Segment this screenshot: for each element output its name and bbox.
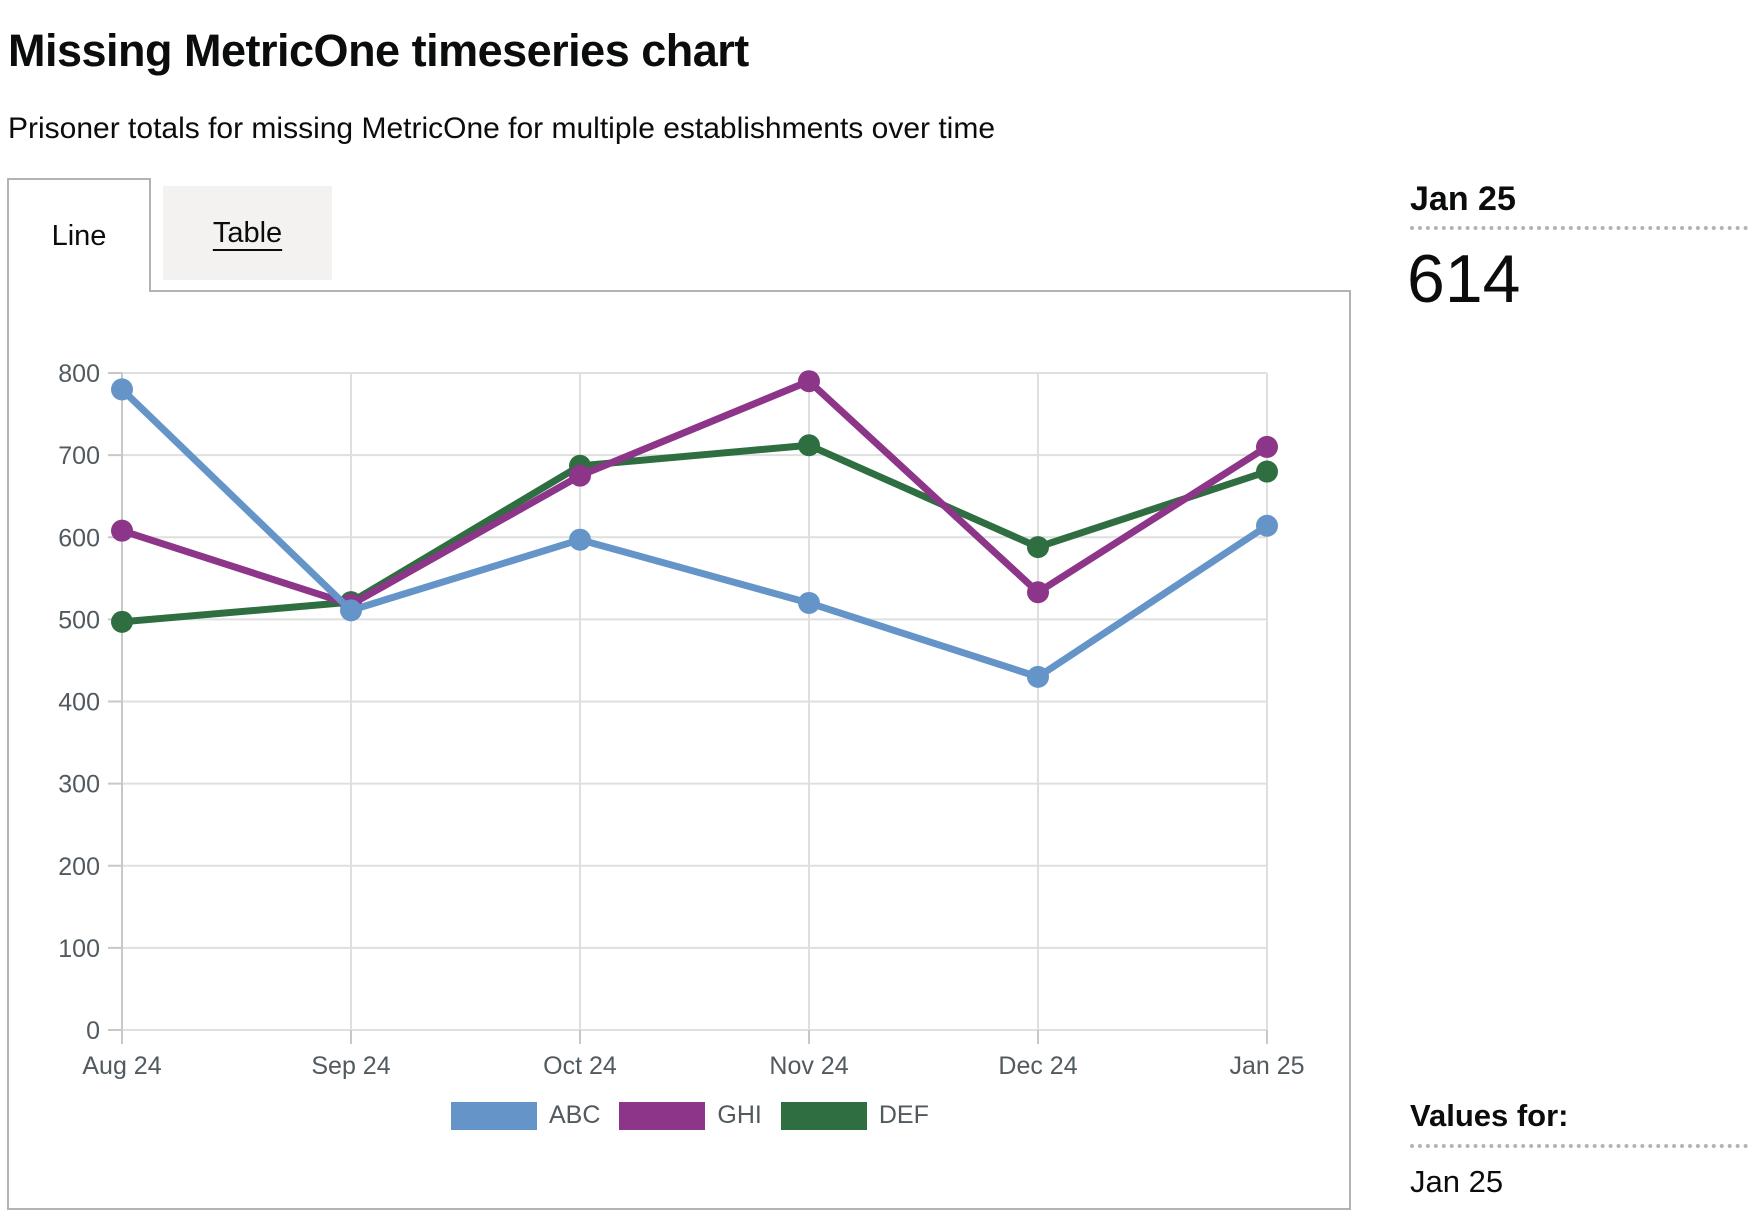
point-GHI-Dec 24[interactable] <box>1027 581 1049 604</box>
x-axis-label: Oct 24 <box>543 1052 617 1080</box>
legend-label-ABC: ABC <box>549 1101 601 1129</box>
tab-table[interactable]: Table <box>163 186 332 280</box>
dotted-separator <box>1410 1144 1748 1148</box>
point-ABC-Jan 25[interactable] <box>1256 514 1278 537</box>
page-title: Missing MetricOne timeseries chart <box>8 25 749 77</box>
chart-legend: ABC GHI DEF <box>451 1101 948 1130</box>
point-GHI-Aug 24[interactable] <box>111 519 133 542</box>
legend-label-DEF: DEF <box>878 1101 929 1129</box>
x-axis-label: Nov 24 <box>769 1052 848 1080</box>
x-axis-label: Jan 25 <box>1229 1052 1304 1080</box>
point-GHI-Jan 25[interactable] <box>1256 435 1278 458</box>
y-axis-label: 500 <box>58 606 100 634</box>
point-DEF-Aug 24[interactable] <box>111 610 133 633</box>
point-ABC-Oct 24[interactable] <box>569 528 591 551</box>
y-axis-label: 100 <box>58 935 100 963</box>
values-for-heading: Values for: <box>1410 1098 1569 1133</box>
y-axis-label: 200 <box>58 853 100 881</box>
point-GHI-Nov 24[interactable] <box>798 370 820 393</box>
point-DEF-Nov 24[interactable] <box>798 434 820 457</box>
series-line-GHI <box>118 377 1271 609</box>
y-axis-label: 400 <box>58 689 100 717</box>
point-ABC-Sep 24[interactable] <box>340 599 362 622</box>
series-line-DEF <box>118 441 1271 626</box>
y-axis-label: 300 <box>58 771 100 799</box>
y-axis-label: 800 <box>58 360 100 388</box>
values-for-value: Jan 25 <box>1410 1164 1504 1199</box>
dotted-separator <box>1410 226 1748 230</box>
page-subtitle: Prisoner totals for missing MetricOne fo… <box>8 112 996 145</box>
point-GHI-Oct 24[interactable] <box>569 464 591 487</box>
legend-swatch-ABC <box>451 1101 537 1130</box>
legend-swatch-DEF <box>780 1101 867 1130</box>
series-line-ABC <box>118 385 1271 681</box>
point-ABC-Nov 24[interactable] <box>798 591 820 614</box>
point-ABC-Dec 24[interactable] <box>1027 665 1049 688</box>
y-axis-label: 0 <box>86 1017 100 1045</box>
selected-period-heading: Jan 25 <box>1410 180 1516 218</box>
line-chart: 0 100 200 300 400 500 600 700 800 Aug 24 Sep 24 Oct… <box>58 360 1304 1080</box>
y-axis-label: 600 <box>58 524 100 552</box>
y-axis-label: 700 <box>58 442 100 470</box>
tab-line[interactable]: Line <box>7 178 151 292</box>
point-DEF-Dec 24[interactable] <box>1027 536 1049 559</box>
chart-panel: 0 100 200 300 400 500 600 700 800 Aug 24 Sep 24 Oct… <box>7 290 1351 1210</box>
x-axis-label: Dec 24 <box>998 1052 1077 1080</box>
tab-table-label: Table <box>212 216 283 249</box>
x-axis-label: Aug 24 <box>82 1052 161 1080</box>
x-axis-label: Sep 24 <box>311 1052 390 1080</box>
point-DEF-Jan 25[interactable] <box>1256 460 1278 483</box>
tab-line-label: Line <box>51 219 107 252</box>
legend-label-GHI: GHI <box>717 1101 762 1129</box>
legend-swatch-GHI <box>619 1101 706 1130</box>
point-ABC-Aug 24[interactable] <box>111 378 133 401</box>
selected-period-value: 614 <box>1407 241 1521 317</box>
